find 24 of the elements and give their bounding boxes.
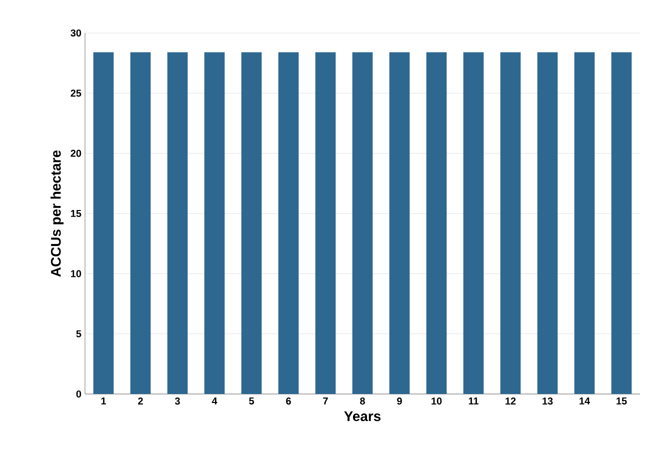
y-tick-label: 10	[71, 270, 82, 278]
y-axis-title: ACCUs per hectare	[50, 150, 64, 277]
x-tick-label: 8	[360, 398, 365, 405]
x-tick-label: 7	[323, 398, 328, 404]
y-tick-label: 0	[76, 390, 82, 398]
x-tick-label: 10	[432, 398, 442, 405]
x-tick-label: 11	[468, 398, 478, 404]
x-tick-label: 12	[506, 398, 516, 404]
x-tick-label: 13	[542, 398, 553, 405]
y-tick-label: 25	[70, 90, 82, 97]
x-tick-label: 5	[249, 398, 254, 404]
y-tick-label: 15	[71, 210, 82, 217]
x-tick-label: 6	[286, 398, 291, 405]
x-tick-label: 15	[616, 398, 627, 404]
x-tick-label: 14	[580, 398, 590, 404]
x-tick-label: 1	[101, 398, 106, 404]
x-tick-label: 9	[397, 398, 402, 405]
x-tick-label: 2	[138, 398, 143, 404]
x-tick-label: 4	[212, 398, 218, 404]
y-tick-label: 5	[76, 330, 82, 338]
y-tick-label: 30	[70, 29, 82, 37]
x-tick-label: 3	[174, 398, 180, 405]
x-axis-title: Years	[344, 411, 381, 422]
y-tick-label: 20	[70, 150, 82, 157]
